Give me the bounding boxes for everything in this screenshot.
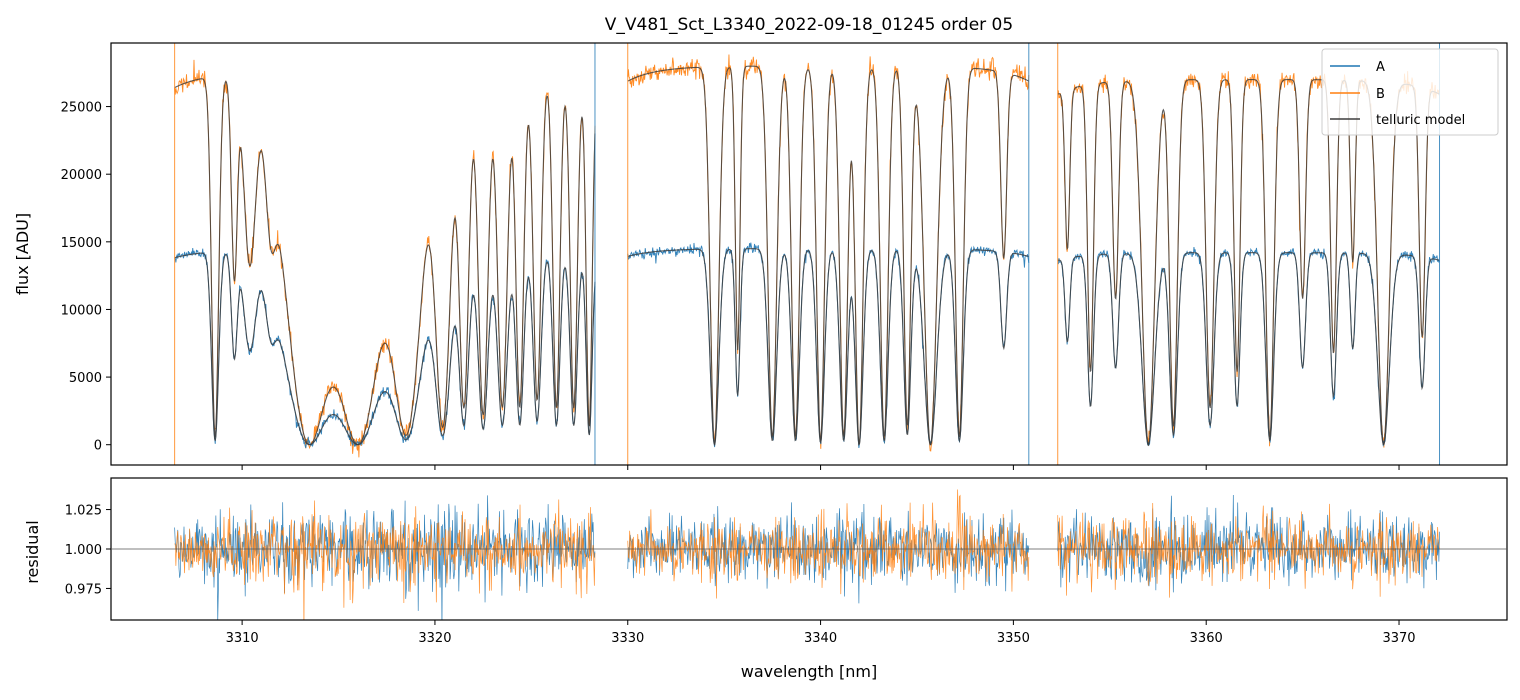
- flux-panel-frame: [110, 42, 1508, 466]
- wavelength-tick-label: 3360: [1190, 631, 1223, 646]
- flux-y-tick-label: 15000: [61, 236, 102, 251]
- flux-y-tick-label: 10000: [61, 303, 102, 318]
- residual-y-tick-label: 1.025: [65, 504, 102, 519]
- legend-box: [1321, 48, 1499, 136]
- wavelength-tick-label: 3310: [226, 631, 259, 646]
- flux-axis-label: flux [ADU]: [13, 213, 32, 295]
- flux-y-tick-label: 25000: [61, 101, 102, 116]
- flux-y-tick-label: 0: [94, 439, 102, 454]
- flux-y-tick-label: 5000: [69, 371, 102, 386]
- residual-b-segment-3: [1057, 502, 1440, 598]
- legend: A B telluric model: [1321, 48, 1499, 136]
- telluric-model-a-segment-2: [627, 248, 1029, 447]
- residual-y-tick-label: 0.975: [65, 582, 102, 597]
- chart-title: V_V481_Sct_L3340_2022-09-18_01245 order …: [605, 15, 1013, 35]
- residual-a-segment-1: [174, 495, 596, 620]
- telluric-model-b-segment-2: [627, 65, 1030, 446]
- wavelength-tick-label: 3350: [997, 631, 1030, 646]
- series-b-segment-1: [174, 59, 596, 458]
- legend-label-a: A: [1376, 60, 1385, 75]
- telluric-model-b-segment-3: [1057, 79, 1440, 447]
- residual-y-tick-label: 1.000: [65, 543, 102, 558]
- series-a-segment-1: [174, 247, 596, 449]
- flux-panel: 0 5000 10000 15000 20000 25000 flux [ADU]: [13, 42, 1508, 470]
- wavelength-tick-label: 3340: [804, 631, 837, 646]
- wavelength-tick-label: 3320: [418, 631, 451, 646]
- wavelength-tick-label: 3330: [611, 631, 644, 646]
- legend-label-telluric-model: telluric model: [1376, 113, 1465, 128]
- residual-b-segment-1: [174, 499, 596, 620]
- wavelength-axis-label: wavelength [nm]: [741, 662, 878, 681]
- telluric-model-a-segment-1: [174, 252, 596, 446]
- residual-b-segment-2: [627, 489, 1030, 599]
- series-a-segment-3: [1057, 247, 1440, 447]
- telluric-model-b-segment-1: [174, 78, 596, 446]
- legend-label-b: B: [1376, 87, 1385, 102]
- residual-axis-label: residual: [23, 520, 42, 583]
- flux-y-tick-label: 20000: [61, 168, 102, 183]
- wavelength-tick-label: 3370: [1382, 631, 1415, 646]
- telluric-model-a-segment-3: [1057, 252, 1440, 446]
- residual-panel: 0.975 1.000 1.025 3310 3320 3330 3340 3350 3360…: [23, 477, 1508, 681]
- residual-a-segment-2: [627, 502, 1030, 604]
